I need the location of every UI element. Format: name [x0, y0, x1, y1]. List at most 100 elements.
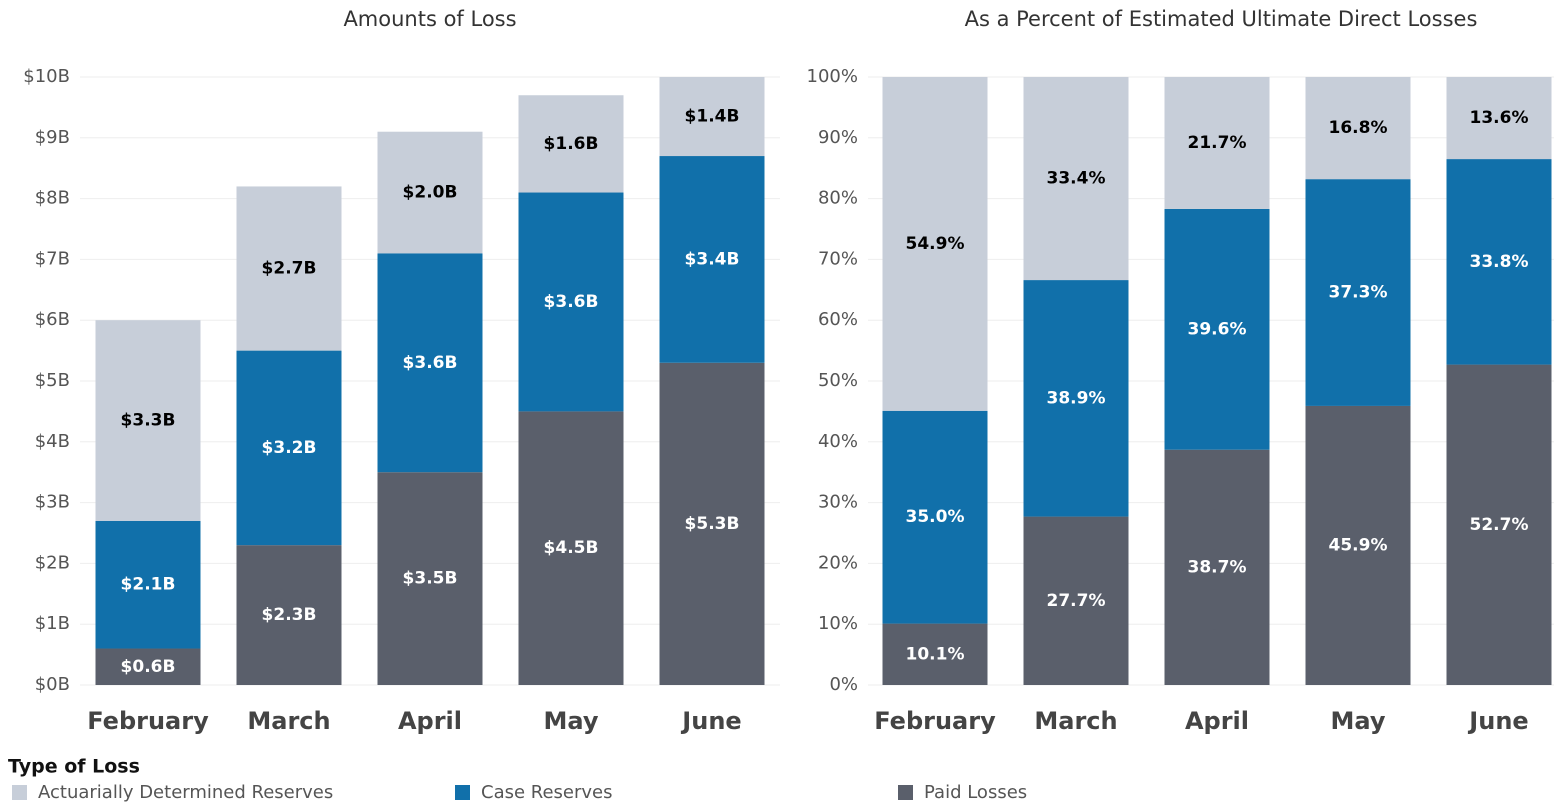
bar-segment: [236, 545, 342, 685]
data-label: 37.3%: [1329, 283, 1388, 303]
bar-segment: [95, 320, 201, 521]
data-label: 54.9%: [906, 234, 965, 254]
y-tick-label: $1B: [35, 613, 70, 634]
data-label: 38.7%: [1188, 557, 1247, 577]
y-tick-label: $9B: [35, 127, 70, 148]
bar-segment: [377, 253, 483, 473]
x-tick-label: May: [1331, 707, 1386, 735]
x-tick-label: June: [680, 707, 741, 735]
y-tick-label: 100%: [807, 66, 858, 87]
x-tick-label: April: [1185, 707, 1249, 735]
data-label: 13.6%: [1470, 108, 1529, 128]
y-tick-label: $5B: [35, 370, 70, 391]
bar-segment: [1023, 77, 1129, 281]
bar-segment: [882, 410, 988, 624]
x-tick-label: February: [874, 707, 996, 735]
x-tick-label: March: [247, 707, 330, 735]
y-tick-label: 80%: [818, 188, 858, 209]
legend-label: Actuarially Determined Reserves: [38, 782, 333, 803]
x-tick-label: May: [544, 707, 599, 735]
data-label: 35.0%: [906, 507, 965, 527]
x-tick-label: February: [87, 707, 209, 735]
y-tick-label: $10B: [23, 66, 70, 87]
y-tick-label: 0%: [829, 674, 858, 695]
plot: [882, 77, 1552, 685]
bar-segment: [518, 192, 624, 412]
data-label: $3.3B: [121, 411, 176, 431]
data-label: 39.6%: [1188, 319, 1247, 339]
plot: [95, 77, 765, 685]
data-label: $3.5B: [403, 569, 458, 589]
data-label: $2.1B: [121, 575, 176, 595]
data-label: 33.4%: [1047, 169, 1106, 189]
bar-segment: [1023, 516, 1129, 685]
x-tick-label: June: [1467, 707, 1528, 735]
y-tick-label: $6B: [35, 309, 70, 330]
x-tick-label: March: [1034, 707, 1117, 735]
data-label: $3.2B: [262, 438, 317, 458]
x-tick-label: April: [398, 707, 462, 735]
data-label: $2.3B: [262, 605, 317, 625]
bar-segment: [95, 520, 201, 649]
data-label: 38.9%: [1047, 388, 1106, 408]
bar-segment: [1305, 77, 1411, 180]
legend-label: Paid Losses: [924, 782, 1027, 803]
y-tick-label: 60%: [818, 309, 858, 330]
bar-segment: [659, 77, 765, 157]
data-label: 45.9%: [1329, 535, 1388, 555]
legend-label: Case Reserves: [481, 782, 613, 803]
data-label: $5.3B: [685, 514, 740, 534]
y-tick-label: $4B: [35, 431, 70, 452]
data-label: 21.7%: [1188, 133, 1247, 153]
bar-segment: [1446, 159, 1552, 365]
data-label: $2.0B: [403, 183, 458, 203]
bar-segment: [1446, 364, 1552, 685]
bar-segment: [377, 131, 483, 254]
bar-segment: [95, 648, 201, 685]
y-tick-label: 30%: [818, 492, 858, 513]
bar-segment: [1164, 77, 1270, 209]
y-tick-label: $2B: [35, 552, 70, 573]
y-tick-label: 50%: [818, 370, 858, 391]
data-label: $0.6B: [121, 657, 176, 677]
y-tick-label: $3B: [35, 492, 70, 513]
data-label: 27.7%: [1047, 591, 1106, 611]
legend-swatch: [898, 785, 913, 800]
y-tick-label: 90%: [818, 127, 858, 148]
y-tick-label: 10%: [818, 613, 858, 634]
bar-segment: [518, 95, 624, 193]
y-tick-label: 20%: [818, 552, 858, 573]
bar-segment: [1305, 405, 1411, 685]
bar-segment: [1446, 77, 1552, 160]
data-label: 33.8%: [1470, 252, 1529, 272]
data-label: $1.6B: [544, 134, 599, 154]
bar-segment: [1164, 449, 1270, 685]
y-tick-label: $0B: [35, 674, 70, 695]
y-tick-label: $8B: [35, 188, 70, 209]
bar-segment: [377, 472, 483, 685]
data-label: 10.1%: [906, 644, 965, 664]
bar-segment: [882, 623, 988, 685]
legend-swatch: [455, 785, 470, 800]
chart-title: As a Percent of Estimated Ultimate Direc…: [965, 7, 1478, 31]
y-tick-label: 70%: [818, 248, 858, 269]
legend-swatch: [12, 785, 27, 800]
bar-segment: [659, 156, 765, 363]
bar-segment: [1164, 208, 1270, 450]
bar-segment: [882, 77, 988, 411]
chart-title: Amounts of Loss: [343, 7, 516, 31]
bar-segment: [1305, 179, 1411, 406]
bar-segment: [518, 411, 624, 685]
bar-segment: [1023, 280, 1129, 517]
bar-segment: [236, 350, 342, 546]
y-tick-label: 40%: [818, 431, 858, 452]
data-label: 52.7%: [1470, 515, 1529, 535]
data-label: $1.4B: [685, 107, 740, 127]
data-label: 16.8%: [1329, 118, 1388, 138]
data-label: $3.6B: [403, 353, 458, 373]
legend-title: Type of Loss: [8, 756, 140, 778]
bar-segment: [659, 362, 765, 685]
data-label: $4.5B: [544, 538, 599, 558]
bar-segment: [236, 186, 342, 351]
